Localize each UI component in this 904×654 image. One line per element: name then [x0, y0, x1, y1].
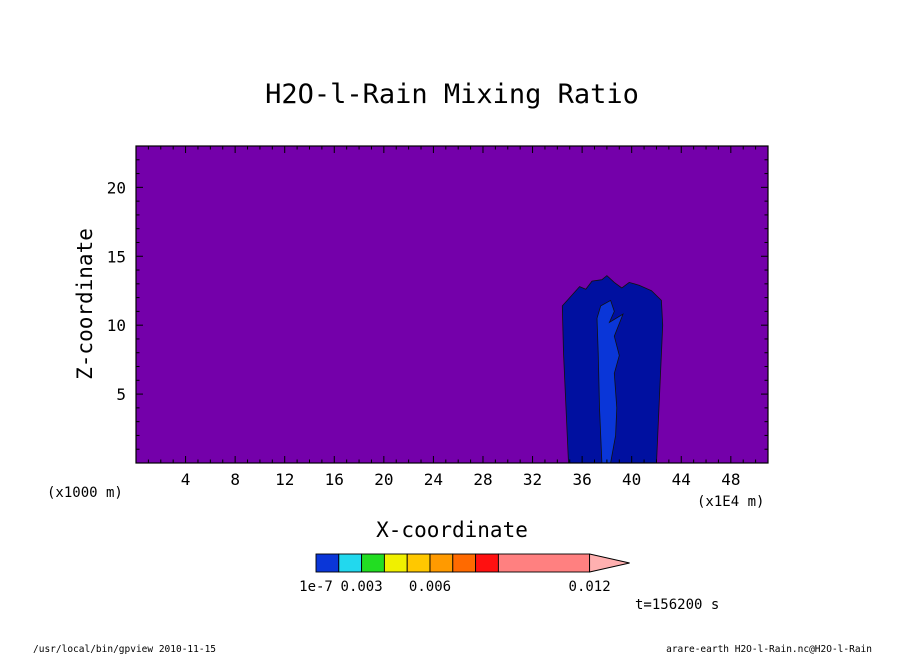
colorbar-swatch-7: [452, 553, 477, 573]
y-tick-label: 5: [116, 385, 126, 404]
axis-ticks: [136, 146, 768, 463]
colorbar-swatch-4: [383, 553, 408, 573]
x-axis-unit: (x1E4 m): [697, 494, 764, 510]
y-axis-label: Z-coordinate: [73, 228, 97, 380]
plot-background: [136, 146, 768, 463]
footer-left: /usr/local/bin/gpview 2010-11-15: [33, 644, 216, 654]
x-tick-label: 40: [622, 470, 641, 489]
contour-region-2: [596, 299, 624, 464]
x-tick-label: 32: [523, 470, 542, 489]
x-tick-label: 8: [230, 470, 240, 489]
y-tick-labels: 5 10 15 20: [107, 178, 126, 404]
y-tick-label: 15: [107, 247, 126, 266]
colorbar-swatch-1: [315, 553, 340, 573]
y-tick-label: 10: [107, 316, 126, 335]
colorbar-label: 0.003: [341, 579, 383, 595]
colorbar-swatch-5: [406, 553, 431, 573]
contour-layer: [561, 275, 664, 464]
colorbar-label: 1e-7: [299, 579, 333, 595]
x-tick-label: 12: [275, 470, 294, 489]
x-tick-label: 48: [721, 470, 740, 489]
colorbar-swatch-6: [429, 553, 454, 573]
colorbar-label: 0.006: [409, 579, 451, 595]
colorbar: [315, 553, 630, 573]
colorbar-extension: [589, 553, 630, 573]
colorbar-swatch-3: [361, 553, 385, 573]
x-tick-labels: 4 8 12 16 20 24 28 32 36 40 44 48: [181, 470, 741, 489]
x-tick-label: 16: [325, 470, 344, 489]
x-tick-label: 28: [473, 470, 492, 489]
x-axis-label: X-coordinate: [376, 518, 528, 542]
footer-right: arare-earth_H2O-l-Rain.nc@H2O-l-Rain: [666, 644, 872, 654]
colorbar-swatch-8: [475, 553, 499, 573]
colorbar-swatch-2: [338, 553, 363, 573]
plot-frame: [135, 145, 769, 464]
time-label: t=156200 s: [635, 597, 719, 613]
y-tick-label: 20: [107, 178, 126, 197]
colorbar-label: 0.012: [569, 579, 611, 595]
y-axis-unit: (x1000 m): [47, 485, 123, 501]
colorbar-labels: 1e-7 0.003 0.006 0.012: [299, 579, 611, 595]
x-tick-label: 36: [572, 470, 591, 489]
chart-title: H2O-l-Rain Mixing Ratio: [265, 79, 639, 110]
x-tick-label: 24: [424, 470, 443, 489]
x-tick-label: 44: [672, 470, 691, 489]
x-tick-label: 4: [181, 470, 191, 489]
x-tick-label: 20: [374, 470, 393, 489]
colorbar-swatch-9: [497, 553, 591, 573]
plot-area: [135, 145, 769, 464]
